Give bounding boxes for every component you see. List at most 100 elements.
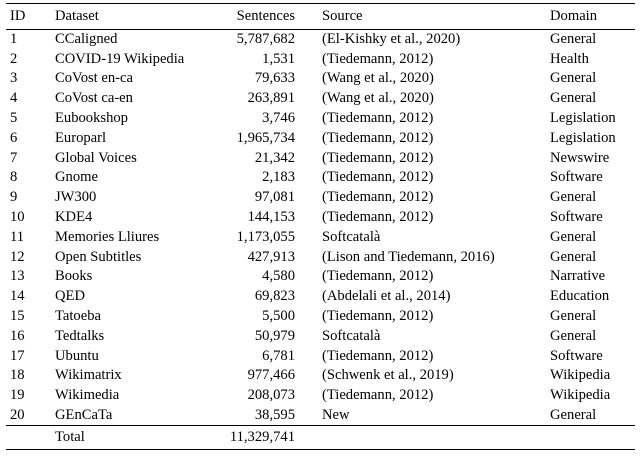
cell-id: 19 — [10, 387, 25, 404]
cell-domain: General — [550, 31, 597, 48]
column-header-domain: Domain — [549, 3, 635, 30]
total-cell-empty-domain — [549, 424, 635, 450]
column-header-source: Source — [295, 3, 549, 30]
cell-domain: General — [550, 189, 597, 206]
cell-dataset: Gnome — [55, 169, 98, 186]
cell-dataset: Wikimedia — [55, 387, 120, 404]
cell-sentences: 263,891 — [247, 90, 295, 107]
cell-dataset: Tedtalks — [55, 327, 105, 344]
cell-dataset: CoVost ca-en — [55, 90, 133, 107]
cell-domain: Health — [550, 50, 589, 67]
table-row: 1 CCaligned 5,787,682 (El-Kishky et al., 20… — [6, 30, 635, 50]
table-row: 11 Memories Lliures 1,173,055 Softcatalà Gen… — [6, 227, 635, 247]
cell-domain: General — [550, 248, 597, 265]
datasets-table: ID Dataset Sentences Source Domain 1 CCal… — [6, 3, 635, 450]
table-row: 13 Books 4,580 (Tiedemann, 2012) Narrative — [6, 267, 635, 287]
table-row: 7 Global Voices 21,342 (Tiedemann, 2012) New… — [6, 148, 635, 168]
table-row: 9 JW300 97,081 (Tiedemann, 2012) General — [6, 188, 635, 208]
cell-sentences: 38,595 — [254, 406, 295, 423]
cell-id: 20 — [10, 406, 25, 423]
cell-source: (Schwenk et al., 2019) — [322, 367, 454, 384]
table-row: 20 GEnCaTa 38,595 New General — [6, 406, 635, 426]
cell-sentences: 6,781 — [262, 347, 295, 364]
total-cell-empty-id — [6, 424, 51, 450]
cell-dataset: Eubookshop — [55, 110, 128, 127]
cell-sentences: 79,633 — [254, 70, 295, 87]
table-row: 5 Eubookshop 3,746 (Tiedemann, 2012) Legisla… — [6, 109, 635, 129]
cell-domain: Software — [550, 209, 603, 226]
column-header-sentences: Sentences — [227, 3, 295, 30]
cell-sentences: 97,081 — [254, 189, 295, 206]
column-header-id: ID — [6, 3, 51, 30]
cell-source: (Tiedemann, 2012) — [322, 308, 434, 325]
cell-dataset: JW300 — [55, 189, 97, 206]
cell-sentences: 427,913 — [247, 248, 295, 265]
cell-id: 12 — [10, 248, 25, 265]
cell-sentences: 5,787,682 — [236, 31, 295, 48]
cell-id: 1 — [10, 31, 18, 48]
table-row: 6 Europarl 1,965,734 (Tiedemann, 2012) Legis… — [6, 128, 635, 148]
cell-dataset: COVID-19 Wikipedia — [55, 50, 185, 67]
cell-dataset: Global Voices — [55, 149, 137, 166]
cell-source: (Wang et al., 2020) — [322, 70, 434, 87]
cell-domain: Wikipedia — [550, 387, 611, 404]
cell-domain: Software — [550, 347, 603, 364]
cell-dataset: CoVost en-ca — [55, 70, 133, 87]
cell-dataset: KDE4 — [55, 209, 93, 226]
table-row: 3 CoVost en-ca 79,633 (Wang et al., 2020) Ge… — [6, 69, 635, 89]
cell-id: 13 — [10, 268, 25, 285]
cell-source: (Tiedemann, 2012) — [322, 209, 434, 226]
cell-source: New — [322, 406, 350, 423]
cell-id: 4 — [10, 90, 18, 107]
cell-sentences: 208,073 — [247, 387, 295, 404]
cell-dataset: QED — [55, 288, 85, 305]
table-row: 4 CoVost ca-en 263,891 (Wang et al., 2020) G… — [6, 89, 635, 109]
cell-domain: Legislation — [550, 129, 616, 146]
cell-source: (Tiedemann, 2012) — [322, 347, 434, 364]
cell-id: 8 — [10, 169, 18, 186]
table-row: 19 Wikimedia 208,073 (Tiedemann, 2012) Wikip… — [6, 386, 635, 406]
cell-id: 18 — [10, 367, 25, 384]
cell-sentences: 1,173,055 — [236, 228, 295, 245]
cell-dataset: Memories Lliures — [55, 228, 160, 245]
cell-sentences: 50,979 — [254, 327, 295, 344]
cell-source: (Tiedemann, 2012) — [322, 268, 434, 285]
cell-source: (Tiedemann, 2012) — [322, 50, 434, 67]
cell-source: (Lison and Tiedemann, 2016) — [322, 248, 495, 265]
table-row: 12 Open Subtitles 427,913 (Lison and Tiedem… — [6, 247, 635, 267]
column-header-dataset: Dataset — [51, 3, 227, 30]
cell-domain: General — [550, 228, 597, 245]
cell-domain: Education — [550, 288, 610, 305]
table-body: 1 CCaligned 5,787,682 (El-Kishky et al., 20… — [6, 30, 635, 426]
cell-id: 6 — [10, 129, 18, 146]
table-row: 18 Wikimatrix 977,466 (Schwenk et al., 2019… — [6, 366, 635, 386]
total-sentences-value: 11,329,741 — [227, 424, 295, 450]
cell-dataset: GEnCaTa — [55, 406, 113, 423]
table-row: 14 QED 69,823 (Abdelali et al., 2014) Educat… — [6, 287, 635, 307]
cell-dataset: Books — [55, 268, 93, 285]
cell-id: 16 — [10, 327, 25, 344]
cell-id: 14 — [10, 288, 25, 305]
total-row: Total 11,329,741 — [6, 424, 635, 450]
cell-id: 3 — [10, 70, 18, 87]
cell-sentences: 3,746 — [262, 110, 295, 127]
table-row: 8 Gnome 2,183 (Tiedemann, 2012) Software — [6, 168, 635, 188]
cell-id: 15 — [10, 308, 25, 325]
table-row: 16 Tedtalks 50,979 Softcatalà General — [6, 326, 635, 346]
cell-source: Softcatalà — [322, 228, 381, 245]
cell-source: (Tiedemann, 2012) — [322, 189, 434, 206]
cell-domain: General — [550, 327, 597, 344]
cell-domain: Newswire — [550, 149, 610, 166]
cell-domain: General — [550, 406, 597, 423]
cell-domain: Wikipedia — [550, 367, 611, 384]
cell-sentences: 1,531 — [262, 50, 295, 67]
cell-dataset: Europarl — [55, 129, 107, 146]
cell-source: (Wang et al., 2020) — [322, 90, 434, 107]
table-row: 15 Tatoeba 5,500 (Tiedemann, 2012) General — [6, 307, 635, 327]
cell-domain: Narrative — [550, 268, 606, 285]
cell-sentences: 5,500 — [262, 308, 295, 325]
cell-id: 5 — [10, 110, 18, 127]
cell-id: 10 — [10, 209, 25, 226]
table-row: 17 Ubuntu 6,781 (Tiedemann, 2012) Software — [6, 346, 635, 366]
cell-id: 7 — [10, 149, 18, 166]
